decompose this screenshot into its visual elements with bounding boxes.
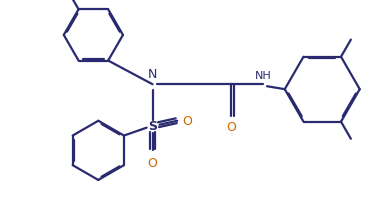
Text: O: O [226, 120, 236, 133]
Text: N: N [148, 68, 157, 81]
Text: O: O [147, 157, 158, 170]
Text: NH: NH [255, 71, 271, 81]
Text: O: O [182, 115, 192, 128]
Text: S: S [148, 120, 157, 132]
